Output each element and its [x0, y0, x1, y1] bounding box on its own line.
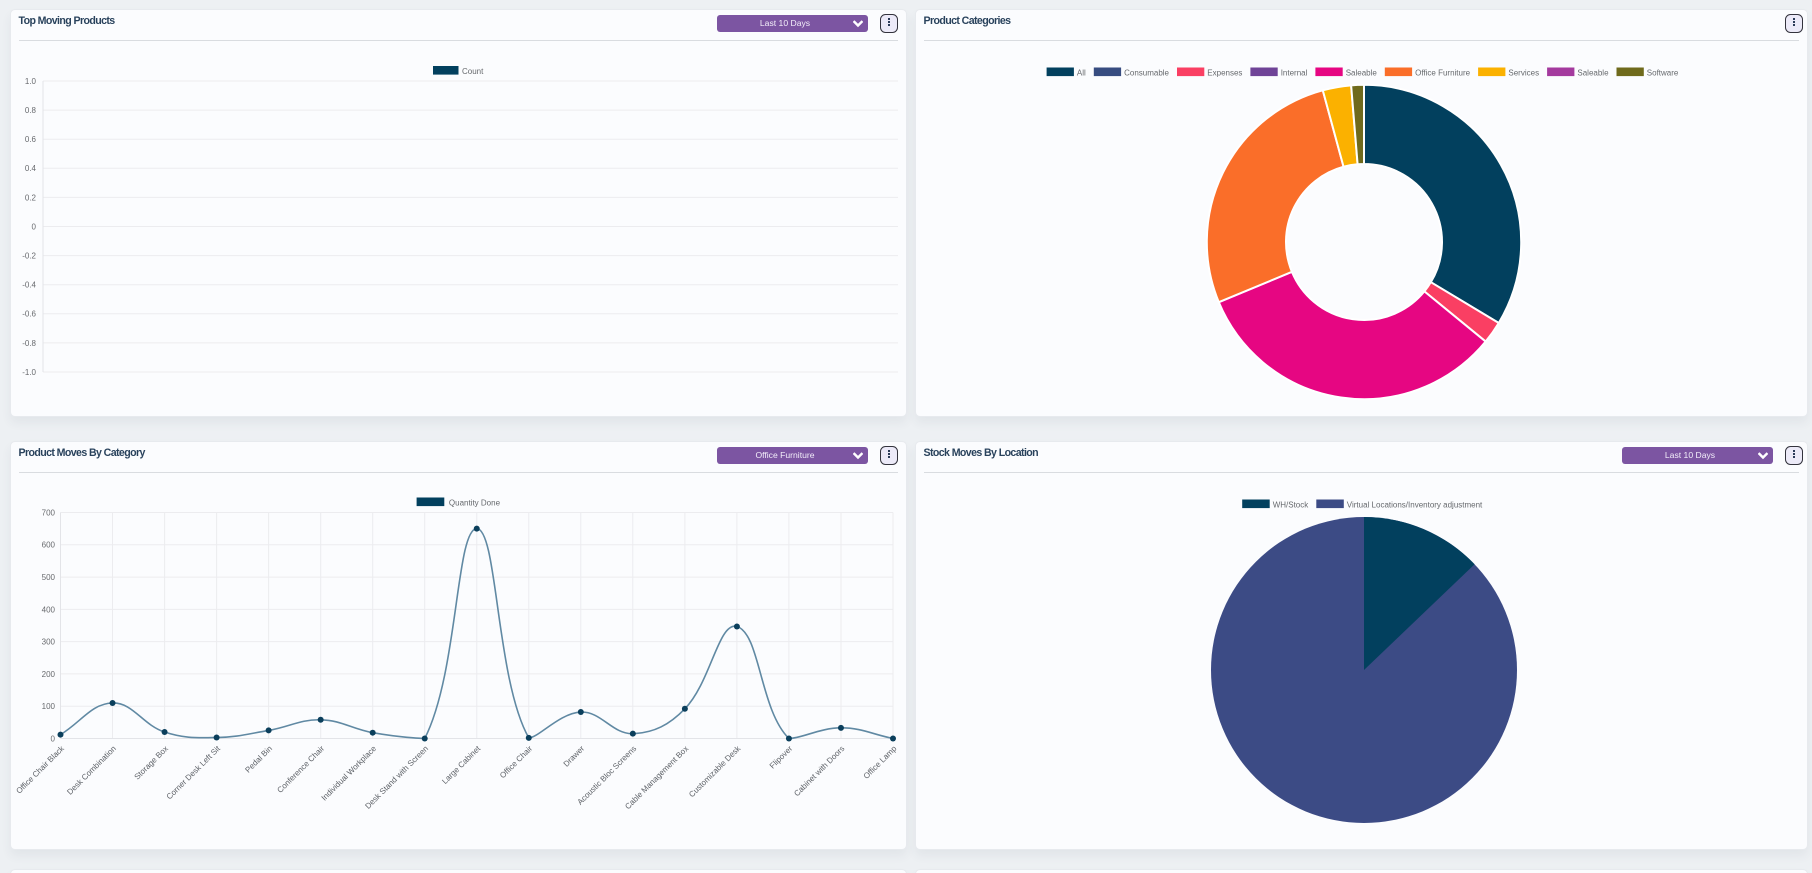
svg-text:Cabinet with Doors: Cabinet with Doors — [792, 744, 846, 798]
svg-text:400: 400 — [42, 605, 56, 614]
svg-text:Customizable Desk: Customizable Desk — [687, 743, 743, 799]
svg-text:-0.6: -0.6 — [22, 310, 36, 319]
svg-text:-0.8: -0.8 — [22, 339, 36, 348]
svg-text:Desk Combination: Desk Combination — [65, 744, 118, 797]
svg-text:600: 600 — [42, 541, 56, 550]
svg-text:0.2: 0.2 — [25, 193, 37, 202]
svg-text:100: 100 — [42, 702, 56, 711]
svg-text:Consumable: Consumable — [1124, 68, 1169, 77]
svg-text:All: All — [1077, 68, 1086, 77]
svg-text:Expenses: Expenses — [1207, 68, 1242, 77]
svg-text:0.4: 0.4 — [25, 164, 37, 173]
svg-text:Individual Workplace: Individual Workplace — [320, 744, 379, 803]
svg-text:Large Cabinet: Large Cabinet — [440, 744, 482, 786]
svg-text:Quantity Done: Quantity Done — [449, 498, 501, 507]
svg-text:Office Furniture: Office Furniture — [1415, 68, 1471, 77]
svg-text:700: 700 — [42, 508, 56, 517]
svg-text:0: 0 — [51, 734, 56, 743]
svg-text:1.0: 1.0 — [25, 77, 37, 86]
svg-text:-1.0: -1.0 — [22, 368, 36, 377]
svg-text:Saleable: Saleable — [1346, 68, 1378, 77]
svg-text:Software: Software — [1647, 68, 1679, 77]
svg-text:Conference Chair: Conference Chair — [275, 744, 326, 795]
svg-text:Flipover: Flipover — [768, 744, 795, 771]
svg-text:Office Chair: Office Chair — [498, 744, 534, 780]
svg-text:Office Lamp: Office Lamp — [862, 744, 899, 781]
svg-text:Virtual Locations/Inventory ad: Virtual Locations/Inventory adjustment — [1347, 500, 1483, 509]
svg-text:0.6: 0.6 — [25, 135, 37, 144]
svg-text:Count: Count — [462, 67, 484, 76]
svg-text:Drawer: Drawer — [562, 744, 587, 769]
svg-text:Corner Desk Left Sit: Corner Desk Left Sit — [165, 744, 223, 802]
svg-text:Storage Box: Storage Box — [133, 744, 170, 781]
svg-text:200: 200 — [42, 670, 56, 679]
svg-text:Internal: Internal — [1281, 68, 1308, 77]
svg-text:Office Chair Black: Office Chair Black — [14, 743, 66, 795]
svg-text:Acoustic Bloc Screens: Acoustic Bloc Screens — [576, 744, 639, 807]
svg-text:-0.2: -0.2 — [22, 252, 36, 261]
svg-text:Saleable: Saleable — [1577, 68, 1609, 77]
svg-text:500: 500 — [42, 573, 56, 582]
svg-text:Services: Services — [1508, 68, 1539, 77]
svg-text:300: 300 — [42, 638, 56, 647]
svg-text:Pedal Bin: Pedal Bin — [243, 744, 274, 775]
svg-text:0.8: 0.8 — [25, 106, 37, 115]
svg-text:WH/Stock: WH/Stock — [1273, 500, 1310, 509]
svg-text:-0.4: -0.4 — [22, 281, 36, 290]
svg-text:0: 0 — [32, 222, 37, 231]
